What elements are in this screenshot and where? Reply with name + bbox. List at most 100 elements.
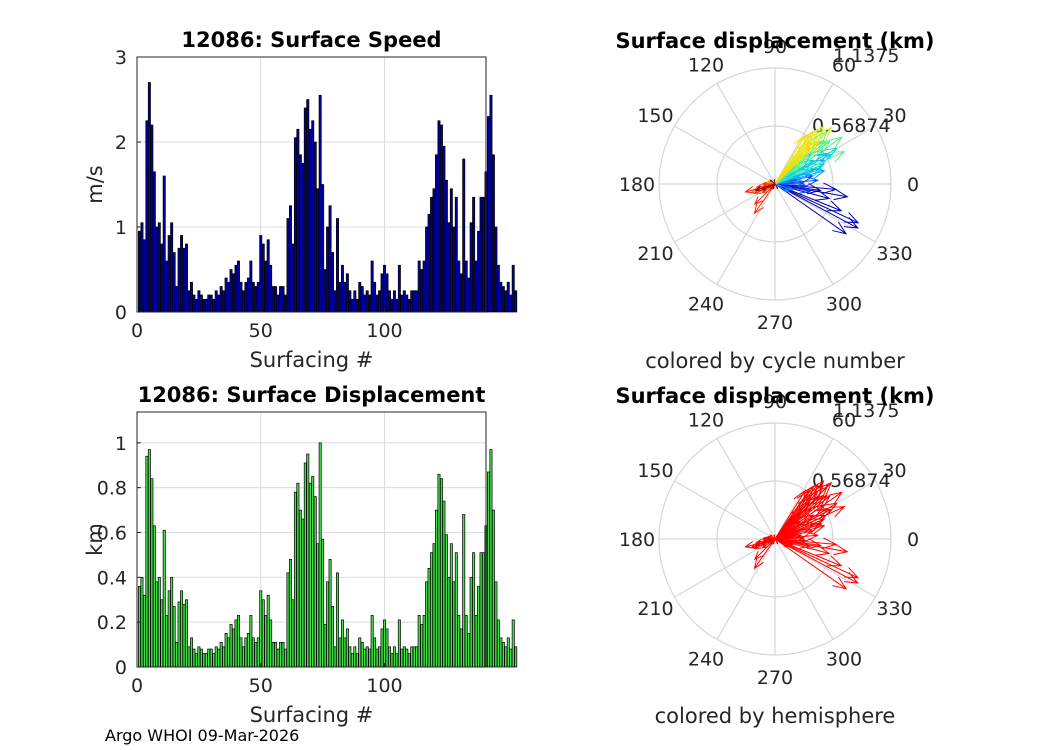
bar — [494, 226, 498, 313]
bar — [390, 653, 394, 668]
y-tick-label: 0.2 — [97, 612, 127, 634]
theta-tick-label: 120 — [688, 54, 724, 76]
x-tick-label: 100 — [366, 675, 402, 697]
bar — [427, 213, 431, 313]
bar — [160, 599, 164, 668]
bar — [308, 128, 312, 313]
bar — [405, 294, 409, 313]
bar — [435, 509, 438, 668]
bar — [172, 606, 176, 668]
bar — [204, 653, 208, 668]
bar — [338, 637, 342, 668]
bar — [326, 581, 330, 668]
bar — [303, 462, 307, 668]
displacement-vector — [761, 182, 775, 186]
bar — [222, 290, 226, 313]
bar — [284, 294, 287, 313]
bar — [232, 628, 235, 668]
bar — [237, 260, 240, 313]
bar — [266, 239, 270, 313]
bar — [251, 281, 255, 313]
bar — [360, 286, 364, 313]
displacement-vector — [774, 538, 779, 545]
bar — [286, 218, 290, 313]
displacement-vector — [760, 183, 776, 191]
bar — [437, 120, 441, 313]
bar — [457, 615, 461, 668]
bar — [514, 646, 518, 668]
displacement-vector — [774, 183, 860, 229]
bar — [209, 294, 213, 313]
theta-tick-label: 210 — [637, 598, 673, 620]
bar — [150, 124, 154, 313]
footer-text: Argo WHOI 09-Mar-2026 — [105, 726, 299, 745]
theta-tick-label: 180 — [619, 529, 655, 551]
displacement-vector — [772, 538, 776, 546]
bar — [296, 482, 300, 668]
theta-tick-label: 0 — [907, 529, 919, 551]
displacement-vector — [774, 140, 820, 185]
bar — [390, 298, 394, 313]
displacement-vector — [774, 522, 823, 540]
bar — [170, 222, 174, 313]
bar — [279, 286, 283, 313]
bar — [447, 576, 451, 668]
theta-tick-label: 240 — [688, 649, 724, 671]
bar — [266, 594, 270, 668]
theta-tick-label: 330 — [876, 598, 912, 620]
bar — [511, 619, 515, 668]
bar — [482, 196, 485, 313]
bar — [417, 615, 421, 668]
displacement-vector — [769, 179, 776, 185]
bar — [256, 281, 260, 313]
axes-frame — [136, 411, 487, 668]
bar — [336, 218, 339, 313]
displacement-vector — [774, 502, 838, 540]
bar — [395, 653, 399, 668]
bar — [439, 124, 443, 313]
bar — [462, 158, 466, 313]
bar — [336, 572, 339, 668]
bar — [281, 286, 285, 313]
bar — [343, 637, 347, 668]
y-axis-label: m/s — [83, 165, 107, 203]
bar — [271, 286, 275, 313]
bar — [274, 286, 278, 313]
bar — [449, 188, 453, 313]
displacement-vector — [774, 538, 860, 584]
axes-frame — [136, 56, 487, 313]
bar — [165, 615, 169, 668]
bar — [284, 648, 287, 668]
bar — [355, 298, 359, 313]
polar-by-cycle: 0 30 60 90 120 150 180 210 240 270 300 330 0.56874 1.… — [615, 29, 934, 373]
bar — [303, 107, 307, 313]
bar — [212, 653, 216, 668]
bar — [145, 120, 149, 313]
displacement-vector — [773, 533, 776, 540]
displacement-vector — [774, 183, 790, 193]
bar — [474, 260, 478, 313]
bar — [477, 585, 481, 668]
bar — [442, 145, 446, 313]
bar — [474, 615, 478, 668]
theta-tick-label: 30 — [882, 460, 906, 482]
bar — [180, 235, 184, 313]
displacement-vector — [761, 537, 775, 541]
bar — [499, 637, 503, 668]
bar — [380, 273, 384, 313]
y-tick-label: 0 — [115, 302, 127, 324]
displacement-vector — [774, 506, 846, 540]
bar — [321, 538, 325, 668]
bar — [489, 94, 493, 313]
bar — [177, 601, 181, 668]
bar — [271, 641, 275, 668]
bar — [160, 243, 164, 313]
bar — [311, 120, 315, 313]
bar — [442, 500, 446, 668]
displacement-vector — [774, 165, 802, 185]
bar — [197, 290, 201, 313]
bar — [313, 496, 317, 668]
bar — [147, 82, 151, 313]
bar — [172, 252, 176, 313]
bar — [348, 290, 352, 313]
